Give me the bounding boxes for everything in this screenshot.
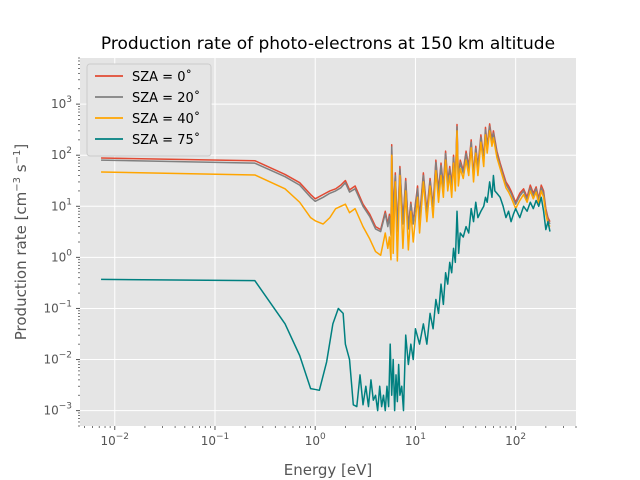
series-line-4	[101, 174, 551, 412]
x-tick-label: 101	[405, 432, 426, 448]
y-axis-label-part: s	[12, 164, 30, 177]
y-axis-label: Production rate [cm−3 s−1]	[12, 144, 30, 340]
legend-label: SZA = 75˚	[132, 132, 200, 148]
x-axis-label: Energy [eV]	[284, 461, 372, 479]
y-tick-label: 10−3	[43, 402, 72, 418]
y-axis-label-sup: −3	[12, 177, 23, 192]
series-line-1	[101, 123, 551, 234]
x-tick-label: 10−1	[201, 432, 230, 448]
y-axis-label-part: ]	[12, 144, 30, 150]
ticks: 10−2 10−1 100 101 102 10−3 10−2 10−1 100 101 102 10…	[43, 57, 577, 448]
y-tick-label: 102	[51, 146, 72, 162]
y-tick-label: 10−2	[43, 351, 72, 367]
y-tick-label: 10−1	[43, 299, 72, 315]
series-line-2	[101, 125, 551, 237]
legend-label: SZA = 40˚	[132, 111, 200, 127]
x-tick-label: 10−2	[100, 432, 129, 448]
y-tick-label: 100	[51, 248, 72, 264]
y-tick-label: 101	[51, 197, 72, 213]
y-axis-label-sup: −1	[12, 150, 23, 165]
x-tick-label: 102	[505, 432, 526, 448]
x-tick-label: 100	[305, 432, 326, 448]
chart-title: Production rate of photo-electrons at 15…	[101, 34, 555, 54]
legend-label: SZA = 20˚	[132, 90, 200, 106]
legend: SZA = 0˚ SZA = 20˚ SZA = 40˚ SZA = 75˚	[86, 63, 212, 157]
y-axis-label-part: Production rate [cm	[12, 192, 30, 341]
series-lines	[101, 123, 551, 412]
legend-label: SZA = 0˚	[132, 69, 192, 85]
series-line-3	[101, 130, 551, 262]
grid	[80, 58, 576, 426]
y-tick-label: 103	[51, 95, 72, 111]
legend-box	[86, 63, 212, 157]
